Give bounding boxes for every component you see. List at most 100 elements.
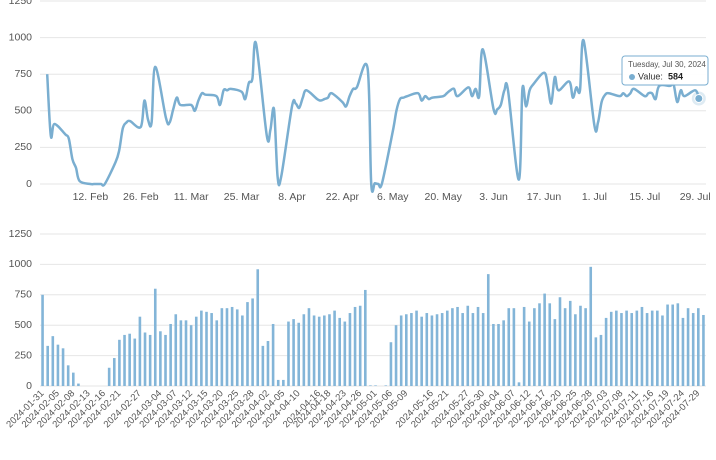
bar	[348, 313, 352, 386]
bar	[384, 385, 388, 386]
bar	[640, 306, 644, 386]
bar	[312, 315, 316, 386]
bar	[246, 302, 249, 386]
tooltip-box	[621, 55, 709, 86]
bar	[276, 379, 280, 386]
bar	[563, 308, 567, 386]
bar	[451, 308, 454, 386]
tooltip: Tuesday, Jul 30, 2024 Value: 584	[621, 55, 709, 86]
y-tick-label: 250	[14, 141, 32, 153]
bar	[635, 310, 639, 386]
bar	[307, 308, 311, 386]
bar	[691, 313, 695, 386]
bar	[184, 320, 188, 386]
bar	[604, 317, 608, 386]
bar	[702, 314, 705, 386]
x-tick-label: 26. Feb	[123, 191, 159, 203]
bar	[507, 308, 511, 386]
bar	[128, 333, 131, 386]
y-tick-label: 250	[14, 349, 32, 361]
bar	[215, 320, 219, 386]
bar	[594, 337, 598, 386]
x-tick-label: 12. Feb	[73, 191, 109, 203]
bar	[77, 383, 80, 386]
x-tick-label: 29. Jul	[680, 191, 711, 203]
bar	[440, 313, 444, 386]
bar	[425, 313, 429, 386]
x-tick-label: 3. Jun	[479, 191, 508, 203]
x-tick-label: 25. Mar	[224, 191, 260, 203]
bar	[169, 323, 172, 386]
bar	[225, 308, 229, 386]
bar	[456, 306, 459, 386]
bar	[671, 304, 674, 386]
bar	[415, 310, 418, 386]
bar	[72, 372, 75, 386]
x-tick-label: 1. Jul	[582, 191, 607, 203]
tooltip-value: 584	[668, 71, 683, 81]
bar	[148, 334, 152, 386]
bar	[358, 305, 362, 386]
bar	[251, 298, 254, 386]
bar	[681, 317, 685, 386]
bar	[625, 310, 628, 386]
x-tick-label: 8. Apr	[278, 191, 306, 203]
bar	[333, 310, 336, 386]
bar	[123, 334, 126, 386]
bar	[399, 315, 403, 386]
bar	[445, 310, 449, 386]
bar	[599, 334, 603, 386]
bar	[466, 305, 470, 386]
bar	[471, 313, 475, 386]
y-tick-label: 0	[26, 178, 32, 190]
bar	[538, 303, 541, 386]
bar	[189, 325, 193, 386]
bar	[656, 310, 659, 386]
bar	[174, 314, 178, 386]
line-chart: 0 250 500 750 1000 1250 12. Feb 26. Feb 11. Mar 2…	[9, 0, 711, 203]
bar	[369, 385, 372, 386]
bar	[235, 309, 239, 386]
hover-point	[694, 94, 704, 104]
bar	[389, 342, 393, 386]
bar	[205, 311, 208, 386]
bar	[287, 321, 290, 386]
bar	[328, 314, 331, 386]
bar	[430, 315, 434, 386]
tooltip-title: Tuesday, Jul 30, 2024	[628, 60, 706, 69]
bar	[194, 316, 198, 386]
bar	[374, 385, 377, 386]
bar	[271, 323, 275, 386]
y-tick-label: 1000	[9, 31, 33, 43]
bar	[512, 308, 516, 386]
bar	[645, 313, 649, 386]
y-tick-label: 1250	[9, 228, 33, 240]
bar	[558, 297, 562, 386]
bar	[405, 314, 408, 386]
bar	[620, 313, 623, 386]
bar-chart: 0250500750100012502024-01-312024-02-0520…	[4, 228, 706, 430]
bar	[686, 308, 690, 386]
bar	[266, 341, 270, 386]
bar	[697, 308, 700, 386]
bar	[676, 303, 680, 386]
bar	[46, 345, 49, 386]
bar	[492, 323, 495, 386]
x-tick-label: 22. Apr	[326, 191, 360, 203]
bar	[323, 315, 326, 386]
bar	[297, 322, 301, 386]
bar	[220, 308, 224, 386]
x-tick-label: 11. Mar	[174, 191, 209, 203]
bar	[241, 315, 244, 386]
bar	[364, 289, 367, 386]
y-tick-label: 1250	[9, 0, 33, 7]
bar	[609, 311, 613, 386]
bar	[179, 320, 183, 386]
y-tick-label: 500	[14, 105, 32, 117]
bar	[533, 308, 536, 386]
bar	[615, 310, 618, 386]
bar	[574, 314, 577, 386]
bar	[230, 306, 234, 386]
line-series	[45, 39, 700, 193]
